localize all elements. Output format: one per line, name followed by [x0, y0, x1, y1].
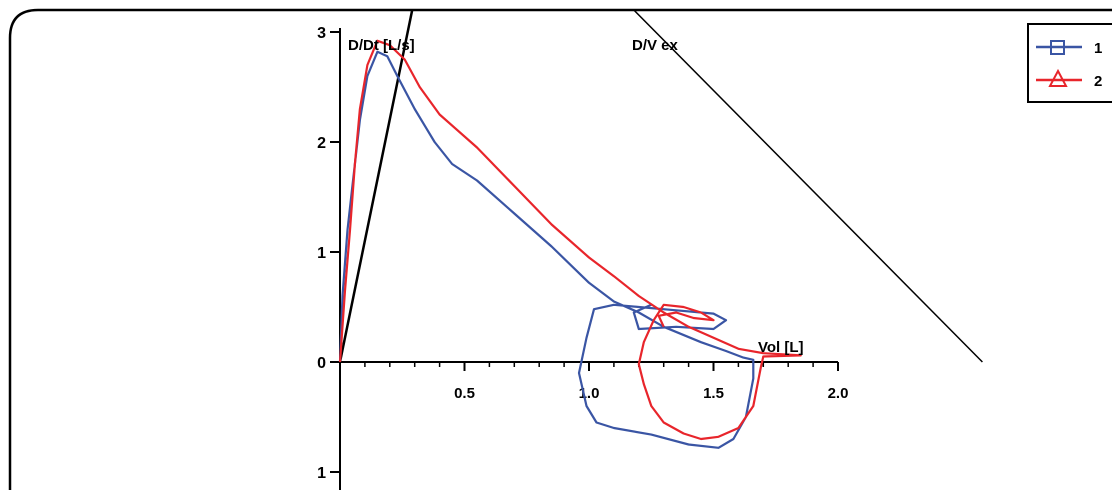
x-tick-label: 0.5	[454, 385, 475, 402]
y-tick-label: 0	[317, 355, 326, 372]
legend-label-1: 1	[1094, 40, 1102, 57]
legend-square-marker	[1050, 40, 1065, 55]
y-tick-label: 2	[317, 135, 326, 152]
series-layer	[338, 39, 802, 449]
series-line-2	[338, 39, 802, 441]
legend: 1 2	[1027, 23, 1112, 103]
plot-frame	[8, 8, 1112, 490]
y-axis-label: D/Dt [L/s]	[348, 37, 415, 54]
reference-lines	[338, 9, 983, 363]
reference-line-d-v-ex	[633, 9, 983, 363]
legend-triangle-marker	[1048, 68, 1068, 87]
series-line-1	[338, 50, 755, 449]
x-ticks: 0.5 1.0 1.5 2.0	[454, 362, 848, 402]
y-ticks: 3 2 1 0 1	[317, 25, 340, 482]
x-axis-label: Vol [L]	[758, 339, 804, 356]
x-tick-label: 2.0	[828, 385, 849, 402]
x-tick-label: 1.5	[703, 385, 724, 402]
y-tick-label: 1	[317, 245, 326, 262]
reference-line-tangent	[338, 9, 414, 363]
y-tick-label: 1	[317, 465, 326, 482]
legend-box	[1027, 23, 1112, 103]
legend-label-2: 2	[1094, 73, 1102, 90]
y-tick-label: 3	[317, 25, 326, 42]
chart-annotation: D/V ex	[632, 37, 679, 54]
